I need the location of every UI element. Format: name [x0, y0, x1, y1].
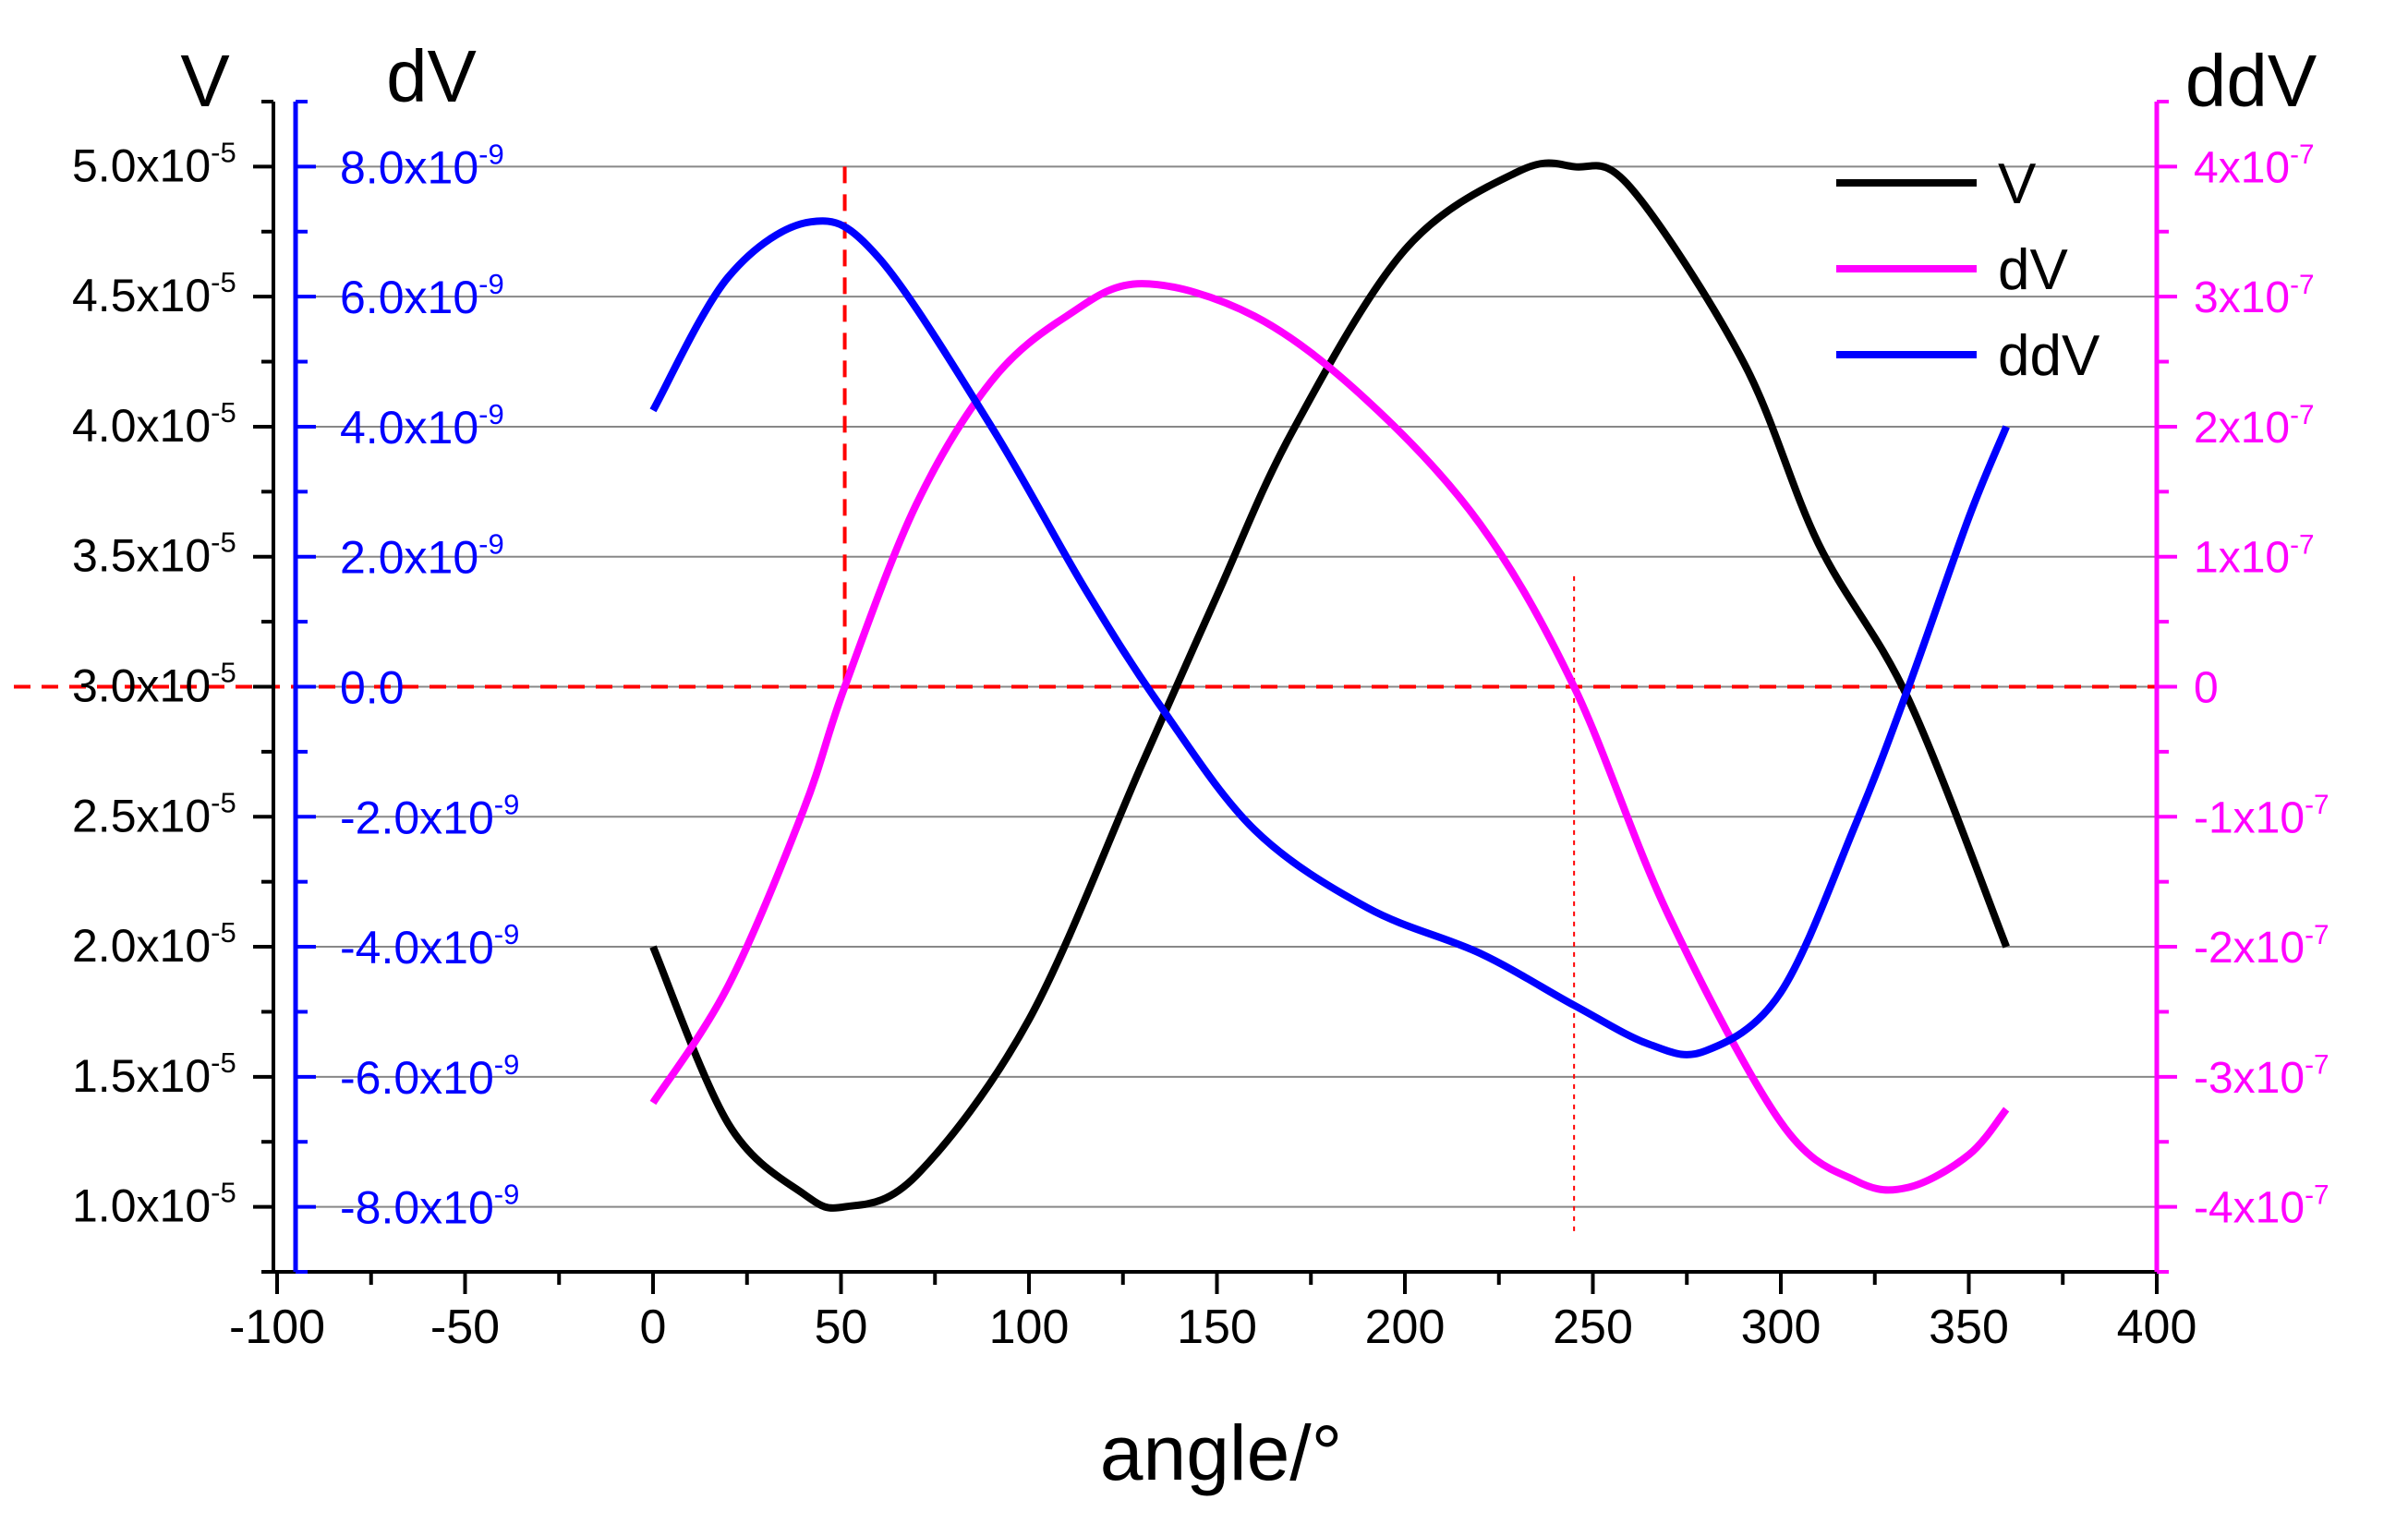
x-tick-label: 50	[815, 1300, 868, 1354]
ddv-tick-label: -1x10-7	[2194, 790, 2329, 842]
ddv-tick-label: -3x10-7	[2194, 1050, 2329, 1103]
ddv-tick-label: 4x10-7	[2194, 139, 2315, 192]
x-tick-label: 350	[1929, 1300, 2009, 1354]
ddv-tick-label: -2x10-7	[2194, 920, 2329, 973]
series-line-dv	[649, 280, 2010, 1194]
dv-tick-label: 8.0x10-9	[340, 138, 504, 193]
series-line-v	[649, 159, 2010, 1212]
ddv-axis-title: ddV	[2185, 40, 2317, 122]
ddv-tick-label: 0	[2194, 664, 2219, 713]
axes: -100 -50 0 50 100 150 200 250 300 350 400 1.0x10-5 1…	[72, 100, 2329, 1354]
dv-tick-label: 2.0x10-9	[340, 528, 504, 584]
x-tick-label: -100	[229, 1300, 325, 1354]
dv-tick-label: -6.0x10-9	[340, 1048, 519, 1104]
legend-label-dv: dV	[1998, 238, 2068, 302]
x-axis-title: angle/°	[1100, 1409, 1342, 1496]
ddv-tick-label: 2x10-7	[2194, 400, 2315, 453]
dv-axis-title: dV	[386, 35, 477, 117]
v-tick-label: 5.0x10-5	[72, 136, 236, 191]
ddv-tick-label: 3x10-7	[2194, 270, 2315, 322]
v-tick-label: 2.0x10-5	[72, 916, 236, 972]
v-tick-label: 4.5x10-5	[72, 266, 236, 321]
x-tick-label: 100	[989, 1300, 1070, 1354]
x-tick-label: 150	[1177, 1300, 1257, 1354]
v-tick-label: 1.5x10-5	[72, 1046, 236, 1102]
x-tick-label: 0	[640, 1300, 667, 1354]
dv-tick-label: -2.0x10-9	[340, 788, 519, 843]
series-lines	[649, 159, 2010, 1212]
ddv-tick-label: -4x10-7	[2194, 1179, 2329, 1232]
x-tick-label: 200	[1365, 1300, 1446, 1354]
v-tick-label: 3.5x10-5	[72, 526, 236, 582]
dv-tick-label: 4.0x10-9	[340, 398, 504, 454]
reference-lines	[14, 166, 2157, 1233]
v-tick-label: 3.0x10-5	[72, 657, 236, 712]
legend-label-ddv: ddV	[1998, 324, 2100, 388]
dv-tick-label: -4.0x10-9	[340, 918, 519, 974]
ddv-tick-label: 1x10-7	[2194, 530, 2315, 583]
v-axis-title: V	[180, 40, 230, 122]
x-tick-label: 250	[1553, 1300, 1633, 1354]
dv-tick-label: -8.0x10-9	[340, 1179, 519, 1234]
v-tick-label: 4.0x10-5	[72, 396, 236, 452]
x-tick-label: 300	[1741, 1300, 1821, 1354]
x-tick-label: -50	[430, 1300, 500, 1354]
x-tick-label: 400	[2117, 1300, 2197, 1354]
dv-tick-label: 6.0x10-9	[340, 268, 504, 323]
legend-label-v: V	[1998, 152, 2037, 216]
legend: VdV ddV	[1836, 152, 2100, 388]
v-tick-label: 1.0x10-5	[72, 1177, 236, 1232]
dv-tick-label: 0.0	[340, 662, 405, 714]
series-line-ddv	[649, 217, 2010, 1058]
v-tick-label: 2.5x10-5	[72, 786, 236, 841]
